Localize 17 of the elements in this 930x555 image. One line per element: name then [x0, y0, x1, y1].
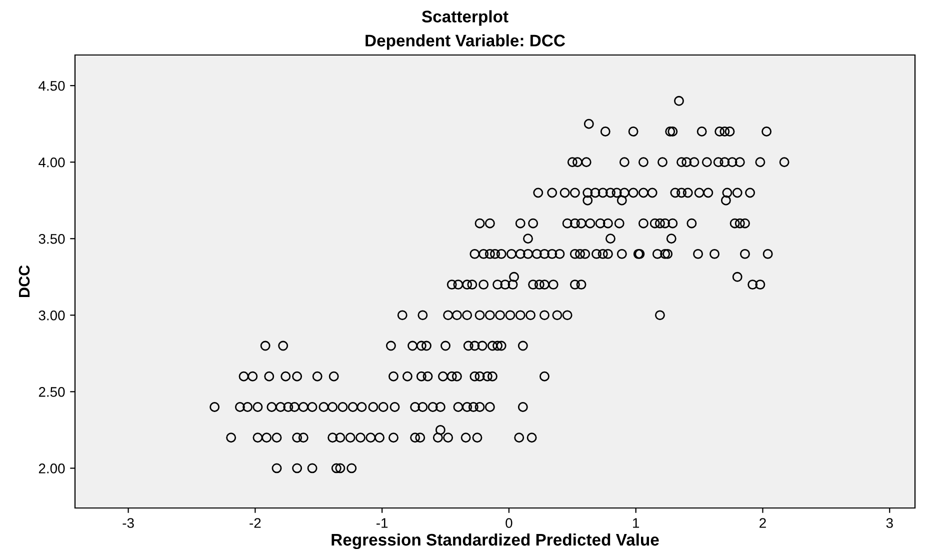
- y-tick-label: 3.00: [38, 310, 65, 320]
- y-tick-label: 4.50: [38, 80, 65, 91]
- y-tick-label: 4.00: [38, 157, 65, 168]
- x-tick-label: 0: [506, 518, 512, 528]
- x-tick-label: 2: [760, 518, 766, 528]
- y-tick-label: 2.00: [38, 464, 65, 474]
- x-axis-title: Regression Standardized Predicted Value: [332, 533, 659, 550]
- chart-title: Scatterplot: [422, 10, 508, 26]
- y-tick-label: 2.50: [38, 387, 65, 397]
- y-tick-label: 3.50: [38, 234, 65, 244]
- x-tick-label: -1: [376, 518, 388, 528]
- x-tick-label: -2: [250, 518, 261, 528]
- x-tick-label: 1: [633, 518, 640, 528]
- chart-subtitle: Dependent Variable: DCC: [366, 34, 566, 50]
- x-tick-label: 3: [886, 518, 893, 528]
- x-tick-label: -3: [122, 518, 134, 528]
- y-axis-title: DCC: [18, 265, 30, 298]
